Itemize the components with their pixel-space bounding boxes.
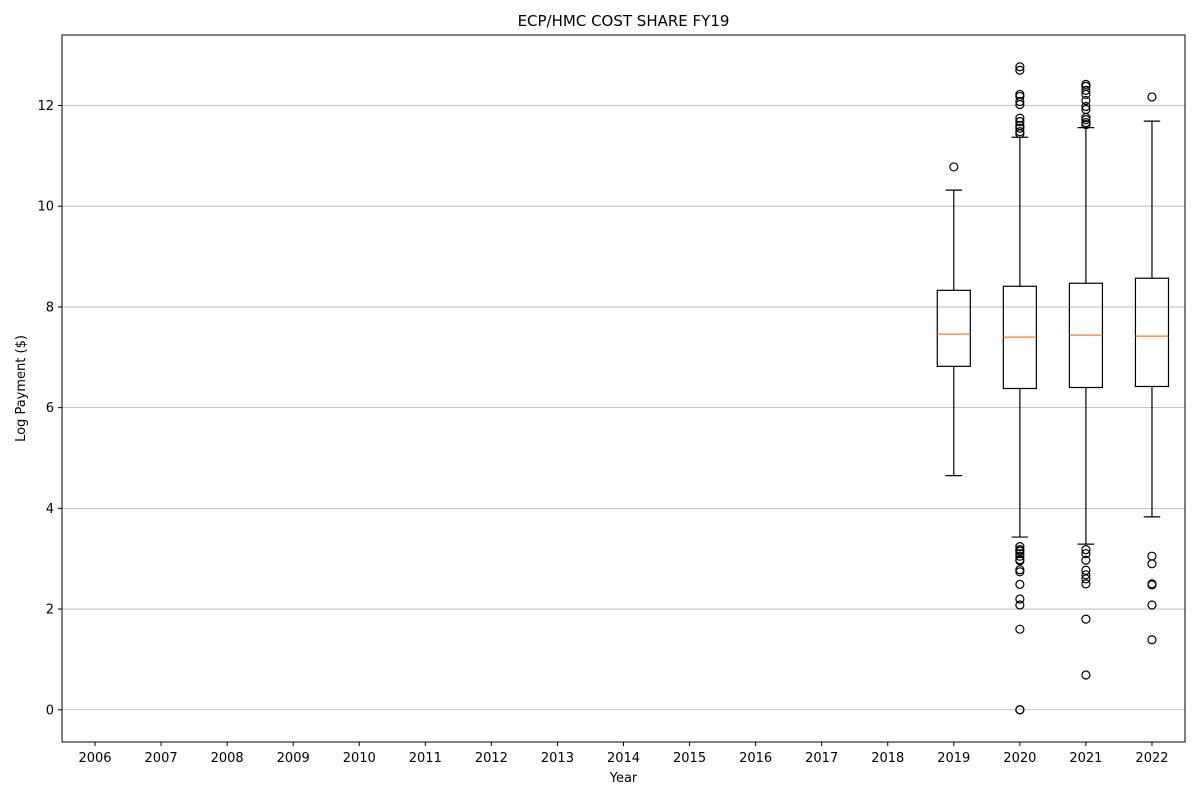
y-tick-label: 0 bbox=[46, 703, 54, 718]
box-plots bbox=[936, 62, 1170, 715]
box-plot-2020 bbox=[1002, 62, 1037, 715]
outlier-point bbox=[1015, 99, 1025, 110]
outlier-point bbox=[1081, 101, 1091, 112]
outlier-point bbox=[1015, 129, 1025, 139]
outlier-point bbox=[1081, 95, 1091, 106]
y-tick-label: 8 bbox=[46, 300, 54, 315]
outlier-point bbox=[1015, 705, 1025, 715]
x-tick-label: 2008 bbox=[211, 751, 244, 766]
x-tick-label: 2007 bbox=[145, 751, 178, 766]
outlier-point bbox=[1015, 96, 1025, 107]
outlier-point bbox=[1147, 551, 1157, 561]
outlier-point bbox=[1015, 567, 1025, 577]
x-tick-label: 2011 bbox=[409, 751, 442, 766]
y-tick-label: 10 bbox=[37, 200, 54, 215]
x-tick-label: 2016 bbox=[739, 751, 772, 766]
outlier-point bbox=[1081, 614, 1091, 624]
y-tick-label: 6 bbox=[46, 401, 54, 416]
box-plot-2021 bbox=[1068, 79, 1104, 680]
outlier-point bbox=[1081, 549, 1091, 559]
box-plot-2022 bbox=[1134, 92, 1170, 645]
outlier-point bbox=[1147, 559, 1157, 569]
outlier-point bbox=[1015, 624, 1025, 634]
outlier-point bbox=[1147, 600, 1157, 610]
y-tick-label: 2 bbox=[46, 603, 54, 618]
outlier-point bbox=[1147, 580, 1157, 590]
outlier-point bbox=[1081, 670, 1091, 680]
outlier-point bbox=[1015, 551, 1025, 561]
outlier-point bbox=[1015, 594, 1025, 604]
y-tick-label: 4 bbox=[46, 502, 54, 517]
outlier-point bbox=[1081, 120, 1091, 130]
x-tick-label: 2015 bbox=[673, 751, 706, 766]
x-tick-label: 2014 bbox=[607, 751, 640, 766]
y-axis-label: Log Payment ($) bbox=[14, 335, 29, 442]
x-tick-label: 2013 bbox=[541, 751, 574, 766]
y-tick-label: 12 bbox=[37, 99, 54, 114]
outlier-point bbox=[1015, 123, 1025, 133]
x-tick-label: 2020 bbox=[1003, 751, 1036, 766]
x-tick-label: 2012 bbox=[475, 751, 508, 766]
outlier-point bbox=[1015, 65, 1025, 75]
outlier-point bbox=[1015, 62, 1025, 72]
outlier-point bbox=[1015, 549, 1025, 559]
outlier-point bbox=[1081, 545, 1091, 555]
outlier-point bbox=[1147, 92, 1157, 102]
axis-ticks: 0 2 4 6 8 10 12 2006 2007 2008 2009 2010 2011 2012 201… bbox=[37, 99, 1168, 766]
outlier-point bbox=[1015, 600, 1025, 610]
outlier-point bbox=[1081, 555, 1091, 565]
outlier-point bbox=[1015, 542, 1025, 552]
outlier-point bbox=[1081, 579, 1091, 589]
box-iqr bbox=[1134, 277, 1170, 388]
outlier-point bbox=[1081, 574, 1091, 584]
x-tick-label: 2019 bbox=[937, 751, 970, 766]
outlier-point bbox=[1081, 85, 1091, 95]
x-tick-label: 2006 bbox=[78, 751, 111, 766]
x-tick-label: 2018 bbox=[871, 751, 904, 766]
outlier-point bbox=[1081, 570, 1091, 580]
x-tick-label: 2017 bbox=[805, 751, 838, 766]
x-tick-label: 2009 bbox=[277, 751, 310, 766]
outlier-point bbox=[1015, 117, 1025, 127]
box-plot-2019 bbox=[936, 162, 971, 477]
outlier-point bbox=[1147, 635, 1157, 645]
outlier-point bbox=[1015, 556, 1025, 566]
outlier-point bbox=[1081, 89, 1091, 100]
outlier-point bbox=[1015, 579, 1025, 589]
outlier-point bbox=[949, 162, 959, 172]
grid-lines bbox=[62, 105, 1185, 711]
x-tick-label: 2010 bbox=[343, 751, 376, 766]
x-tick-label: 2021 bbox=[1069, 751, 1102, 766]
outlier-point bbox=[1081, 114, 1091, 125]
x-axis-label: Year bbox=[609, 771, 638, 786]
chart-title: ECP/HMC COST SHARE FY19 bbox=[518, 12, 730, 30]
x-tick-label: 2022 bbox=[1135, 751, 1168, 766]
box-iqr bbox=[936, 289, 971, 367]
